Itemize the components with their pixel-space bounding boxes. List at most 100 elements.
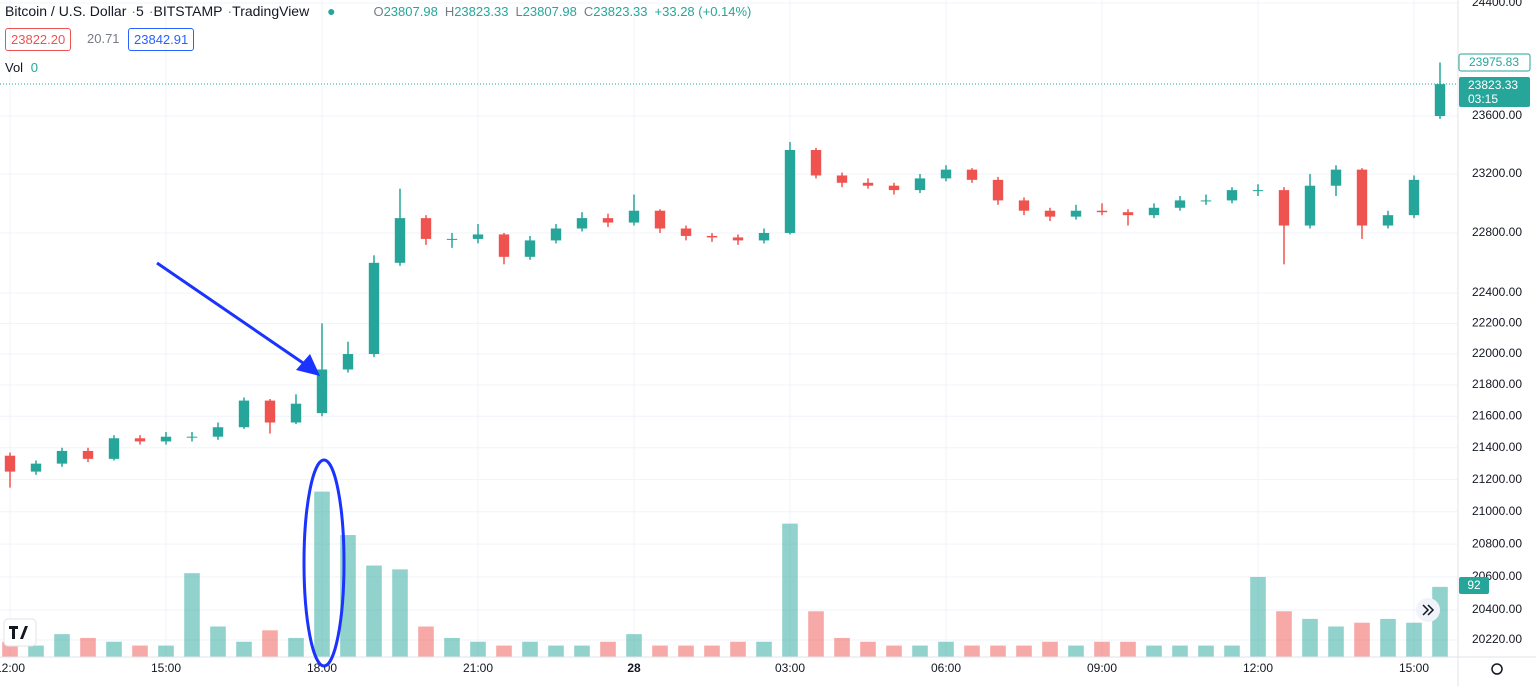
x-tick-label: 03:00: [775, 661, 805, 675]
volume-bar: [782, 523, 798, 657]
y-tick-label: 22000.00: [1472, 346, 1522, 360]
settings-button[interactable]: [1491, 663, 1503, 675]
candle-body: [498, 234, 510, 257]
volume-bar: [1146, 645, 1162, 657]
candle-body: [966, 169, 978, 180]
y-tick-label: 20400.00: [1472, 602, 1522, 616]
volume-bar: [314, 491, 330, 657]
x-tick-label: 12:00: [1243, 661, 1273, 675]
volume-bar: [1016, 645, 1032, 657]
volume-bar: [54, 634, 70, 657]
volume-badge: [1459, 577, 1489, 594]
volume-bar: [600, 641, 616, 657]
candle-body: [602, 218, 614, 223]
exchange: BITSTAMP: [153, 3, 223, 19]
volume-bar: [418, 626, 434, 657]
candle-body: [264, 400, 276, 423]
volume-bar: [1276, 611, 1292, 657]
volume-bar: [1094, 641, 1110, 657]
volume-bar: [470, 641, 486, 657]
volume-pane: [2, 491, 1448, 657]
y-tick-label: 21400.00: [1472, 440, 1522, 454]
x-tick-label: 18:00: [307, 661, 337, 675]
volume-bar: [1198, 645, 1214, 657]
x-tick-label: 21:00: [463, 661, 493, 675]
candle-body: [680, 228, 692, 236]
y-tick-label: 21200.00: [1472, 472, 1522, 486]
volume-title: Vol: [5, 60, 24, 75]
candle-body: [758, 232, 770, 241]
volume-bar: [886, 645, 902, 657]
annotation-ellipse: [302, 458, 346, 668]
logo[interactable]: [3, 618, 37, 647]
candle-body: [1226, 190, 1238, 201]
grid: [0, 0, 1458, 657]
sep: ·: [148, 3, 154, 19]
volume-bar: [210, 626, 226, 657]
ohlc-legend: O23807.98 H23823.33 L23807.98 C23823.33 +33.…: [373, 4, 751, 19]
candle-body: [316, 369, 328, 414]
volume-bar: [158, 645, 174, 657]
y-tick-label: 23200.00: [1472, 166, 1522, 180]
volume-bar: [626, 634, 642, 657]
y-tick-label: 21800.00: [1472, 377, 1522, 391]
last-badge-text: 23823.33: [1468, 78, 1518, 92]
price-pane: [4, 62, 1446, 488]
volume-bar: [236, 641, 252, 657]
volume-bar: [912, 645, 928, 657]
candle-body: [446, 238, 458, 240]
spread: 20.71: [87, 31, 120, 46]
candle-body: [706, 235, 718, 238]
candle-body: [732, 237, 744, 241]
ohlc-key: L: [515, 4, 523, 19]
candle-body: [1096, 210, 1108, 213]
high-badge-text: 23975.83: [1469, 55, 1519, 69]
volume-bar: [574, 645, 590, 657]
candle-body: [1200, 200, 1212, 202]
candle-body: [888, 185, 900, 191]
sep: ·: [227, 3, 233, 19]
volume-bar: [1042, 641, 1058, 657]
volume-bar: [28, 645, 44, 657]
candle-body: [1330, 169, 1342, 186]
volume-bar: [1172, 645, 1188, 657]
volume-bar: [106, 641, 122, 657]
volume-bar: [80, 637, 96, 657]
volume-bar: [444, 637, 460, 657]
candle-body: [134, 438, 146, 442]
ask: 23842.91: [128, 28, 195, 51]
source: TradingView: [232, 3, 310, 19]
x-tick-label: 09:00: [1087, 661, 1117, 675]
y-tick-label: 22200.00: [1472, 316, 1522, 330]
volume-bar: [678, 645, 694, 657]
candle-body: [186, 436, 198, 438]
candle-body: [1044, 210, 1056, 217]
countdown-text: 03:15: [1468, 92, 1498, 106]
volume-bar: [938, 641, 954, 657]
status-dot: ●: [327, 3, 336, 19]
volume-bar: [990, 645, 1006, 657]
volume-bar: [704, 645, 720, 657]
y-tick-label: 20800.00: [1472, 536, 1522, 550]
candle-body: [394, 218, 406, 263]
volume-bar: [808, 611, 824, 657]
candle-body: [992, 179, 1004, 201]
candle-body: [940, 169, 952, 179]
volume-bar: [860, 641, 876, 657]
volume-bar: [262, 630, 278, 657]
volume-bar: [964, 645, 980, 657]
candle-body: [550, 228, 562, 241]
volume-bar: [834, 637, 850, 657]
ohlc-value: 23807.98: [522, 4, 577, 19]
volume-bar: [288, 637, 304, 657]
candle-body: [1070, 210, 1082, 217]
candle-body: [420, 218, 432, 239]
candle-body: [1174, 200, 1186, 208]
y-tick-label: 21000.00: [1472, 504, 1522, 518]
volume-value: 0: [30, 60, 38, 75]
volume-bar: [132, 645, 148, 657]
volume-bar: [184, 573, 200, 657]
candle-body: [56, 450, 68, 464]
y-tick-label: 23600.00: [1472, 108, 1522, 122]
